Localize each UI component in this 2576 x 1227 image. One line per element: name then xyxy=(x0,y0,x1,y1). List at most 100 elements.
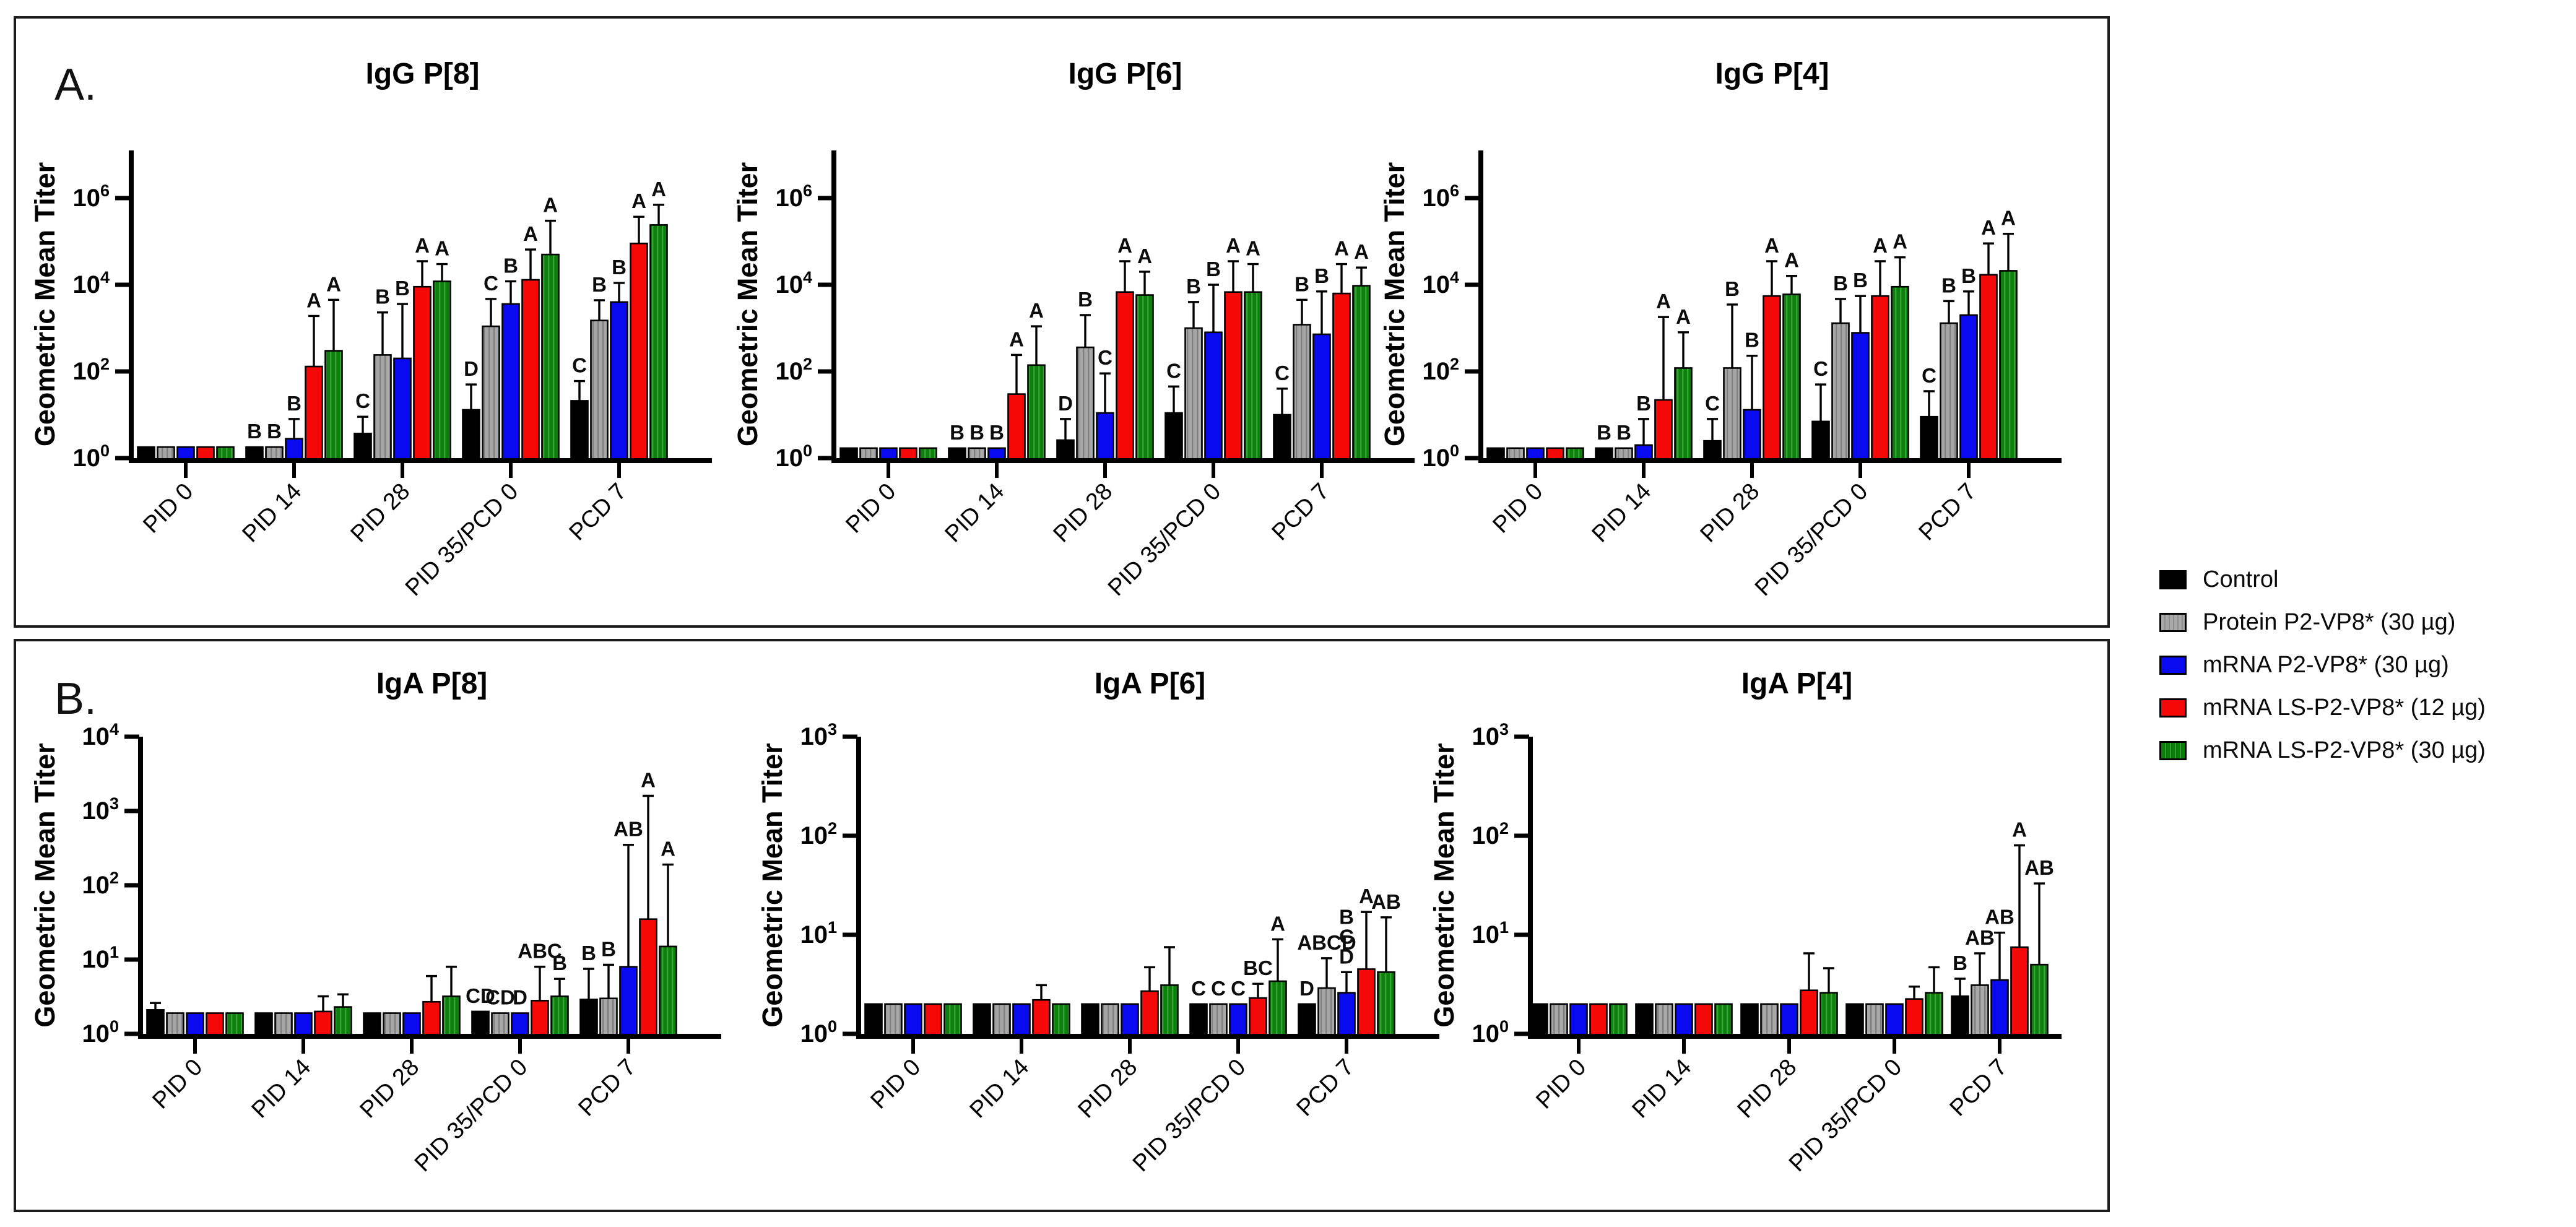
sig-letter: AB xyxy=(1371,890,1401,913)
sig-letter: B xyxy=(1186,275,1201,298)
y-tick xyxy=(1465,369,1480,374)
bar-igg-p4-3-1 xyxy=(1831,322,1850,461)
bar-iga-p4-1-1 xyxy=(1655,1003,1673,1037)
bar-igg-p8-1-2 xyxy=(285,438,303,461)
bar-iga-p6-1-4 xyxy=(1052,1003,1070,1037)
bar-igg-p4-2-4 xyxy=(1782,293,1801,461)
x-tick-label: PID 28 xyxy=(1696,479,1765,548)
sig-letter: B xyxy=(1636,392,1651,415)
sig-letter: C xyxy=(1275,362,1290,384)
x-tick xyxy=(1750,463,1754,478)
x-tick-label: PID 35/PCD 0 xyxy=(1128,1054,1251,1177)
bar-igg-p6-4-3 xyxy=(1332,292,1351,461)
x-tick-label: PID 28 xyxy=(1733,1054,1802,1124)
bar-igg-p4-2-0 xyxy=(1703,440,1722,461)
sig-letter: A xyxy=(2001,207,2016,230)
figure-legend: Control Protein P2-VP8* (30 µg) mRNA P2-VP… xyxy=(2159,566,2486,763)
sig-letter: C xyxy=(484,272,498,295)
sig-letter: C xyxy=(1922,364,1936,387)
x-tick xyxy=(509,463,513,478)
y-tick-label: 100 xyxy=(1472,1017,1509,1047)
legend-swatch-icon xyxy=(2159,740,2187,760)
bar-iga-p6-1-2 xyxy=(1012,1003,1031,1037)
x-tick-label: PID 0 xyxy=(1531,1054,1591,1114)
y-tick-label: 106 xyxy=(1422,181,1459,212)
y-tick-label: 102 xyxy=(82,869,119,899)
bar-igg-p8-2-1 xyxy=(373,354,392,461)
sig-letter: A xyxy=(435,237,449,260)
chart-title-igg-p4: IgG P[4] xyxy=(1715,58,1829,90)
legend-label: mRNA P2-VP8* (30 µg) xyxy=(2203,651,2449,678)
sig-letter: A xyxy=(523,222,538,245)
bar-igg-p6-1-4 xyxy=(1027,364,1046,461)
bar-iga-p6-1-1 xyxy=(992,1003,1011,1037)
y-tick-label: 100 xyxy=(72,441,110,472)
legend-label: Control xyxy=(2203,566,2279,592)
sig-letter: A xyxy=(1334,237,1349,260)
bar-iga-p6-1-0 xyxy=(973,1003,991,1037)
bar-igg-p6-3-0 xyxy=(1164,412,1183,461)
x-tick-label: PID 0 xyxy=(147,1054,207,1114)
x-tick xyxy=(1577,1039,1581,1054)
y-tick xyxy=(115,369,130,374)
y-tick-label: 104 xyxy=(72,268,110,298)
bar-iga-p4-2-4 xyxy=(1819,992,1838,1037)
bar-iga-p8-3-3 xyxy=(531,1000,549,1037)
sig-letter: A xyxy=(1359,885,1374,908)
x-tick-label: PID 28 xyxy=(1049,479,1118,548)
bar-iga-p8-0-1 xyxy=(166,1012,184,1037)
bar-iga-p4-0-1 xyxy=(1550,1003,1568,1037)
bar-iga-p6-4-0 xyxy=(1298,1003,1316,1037)
x-tick-label: PID 35/PCD 0 xyxy=(401,479,523,601)
bar-igg-p6-2-3 xyxy=(1116,291,1134,461)
x-tick-label: PID 14 xyxy=(1628,1054,1697,1124)
bar-igg-p8-2-3 xyxy=(413,285,432,461)
y-tick xyxy=(124,809,139,813)
y-tick xyxy=(124,734,139,739)
x-tick-label: PID 0 xyxy=(1488,479,1548,539)
sig-letter: B xyxy=(581,942,596,965)
bar-iga-p8-3-0 xyxy=(471,1010,490,1037)
sig-letter: C xyxy=(1098,346,1112,369)
x-tick-label: PCD 7 xyxy=(574,1054,641,1122)
y-tick xyxy=(1465,456,1480,461)
x-axis-spine xyxy=(831,458,1415,463)
bar-igg-p4-2-3 xyxy=(1763,295,1781,461)
bar-igg-p4-3-2 xyxy=(1851,332,1870,461)
x-tick xyxy=(627,1039,630,1054)
x-tick xyxy=(1320,463,1324,478)
bar-iga-p4-4-3 xyxy=(2010,946,2029,1037)
sig-letter: B xyxy=(287,392,301,415)
bar-iga-p8-0-4 xyxy=(225,1012,244,1037)
x-tick xyxy=(401,463,404,478)
bar-iga-p6-0-0 xyxy=(864,1003,883,1037)
x-tick-label: PID 28 xyxy=(1073,1054,1143,1124)
legend-swatch-icon xyxy=(2159,570,2187,589)
y-tick xyxy=(115,456,130,461)
x-tick xyxy=(995,463,999,478)
y-axis-spine xyxy=(1478,150,1483,463)
sig-letter: A xyxy=(2012,818,2027,841)
y-axis-title: Geometric Mean Titer xyxy=(757,743,788,1027)
x-tick-label: PID 0 xyxy=(865,1054,926,1114)
sig-letter: C xyxy=(572,354,587,377)
bar-iga-p4-0-2 xyxy=(1569,1003,1588,1037)
bar-igg-p8-1-1 xyxy=(265,446,284,461)
legend-label: mRNA LS-P2-VP8* (12 µg) xyxy=(2203,694,2486,721)
bar-iga-p4-2-0 xyxy=(1740,1003,1759,1037)
sig-letter: C xyxy=(355,389,370,412)
sig-letter: B xyxy=(1616,421,1631,444)
bar-iga-p4-2-2 xyxy=(1780,1003,1798,1037)
x-tick xyxy=(1682,1039,1686,1054)
y-tick xyxy=(843,1031,857,1036)
chart-title-iga-p4: IgA P[4] xyxy=(1741,667,1853,700)
bar-iga-p6-3-2 xyxy=(1229,1003,1247,1037)
bar-igg-p4-4-0 xyxy=(1920,415,1938,461)
y-axis-spine xyxy=(831,150,836,463)
bar-iga-p8-0-2 xyxy=(186,1012,204,1037)
x-axis-spine xyxy=(138,1034,721,1039)
sig-letter: A xyxy=(1354,240,1369,263)
legend-item-2: mRNA P2-VP8* (30 µg) xyxy=(2159,651,2486,678)
